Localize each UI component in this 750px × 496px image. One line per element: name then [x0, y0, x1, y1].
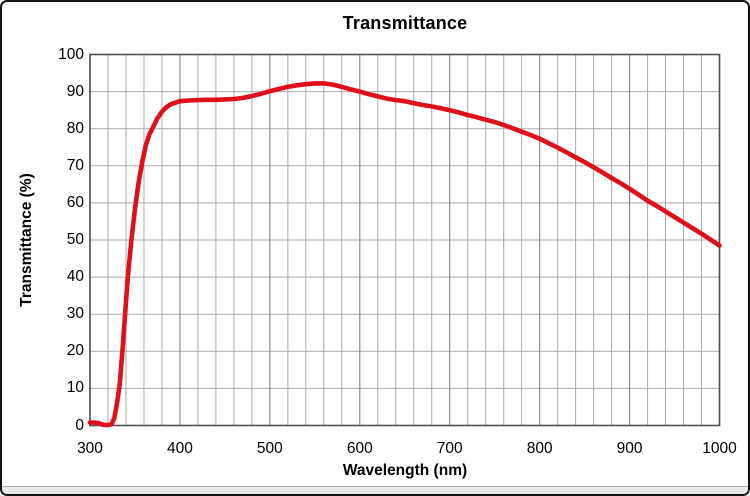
y-tick-label: 20 [66, 342, 84, 360]
y-tick-label: 10 [66, 379, 84, 397]
y-tick-label: 60 [66, 193, 84, 211]
y-tick-label: 50 [66, 231, 84, 248]
y-tick-label: 80 [66, 119, 84, 137]
bottom-strip [2, 486, 748, 494]
y-tick-label: 90 [66, 82, 84, 100]
x-tick-label: 800 [526, 440, 553, 457]
x-tick-label: 600 [346, 440, 373, 457]
y-tick-label: 30 [66, 305, 84, 323]
x-tick-label: 500 [256, 440, 283, 457]
y-tick-label: 40 [66, 268, 84, 286]
x-tick-label: 700 [436, 440, 463, 457]
x-tick-label: 300 [77, 440, 103, 457]
y-tick-label: 0 [75, 416, 84, 434]
plot-border [89, 53, 721, 427]
x-tick-label: 900 [616, 440, 643, 457]
y-tick-label: 70 [66, 156, 84, 174]
y-tick-label: 100 [58, 45, 84, 63]
transmittance-curve [87, 81, 722, 428]
x-tick-label: 1000 [702, 440, 737, 457]
x-axis-title: Wavelength (nm) [342, 462, 468, 479]
chart-title: Transmittance [342, 13, 468, 33]
x-tick-label: 400 [166, 440, 193, 457]
